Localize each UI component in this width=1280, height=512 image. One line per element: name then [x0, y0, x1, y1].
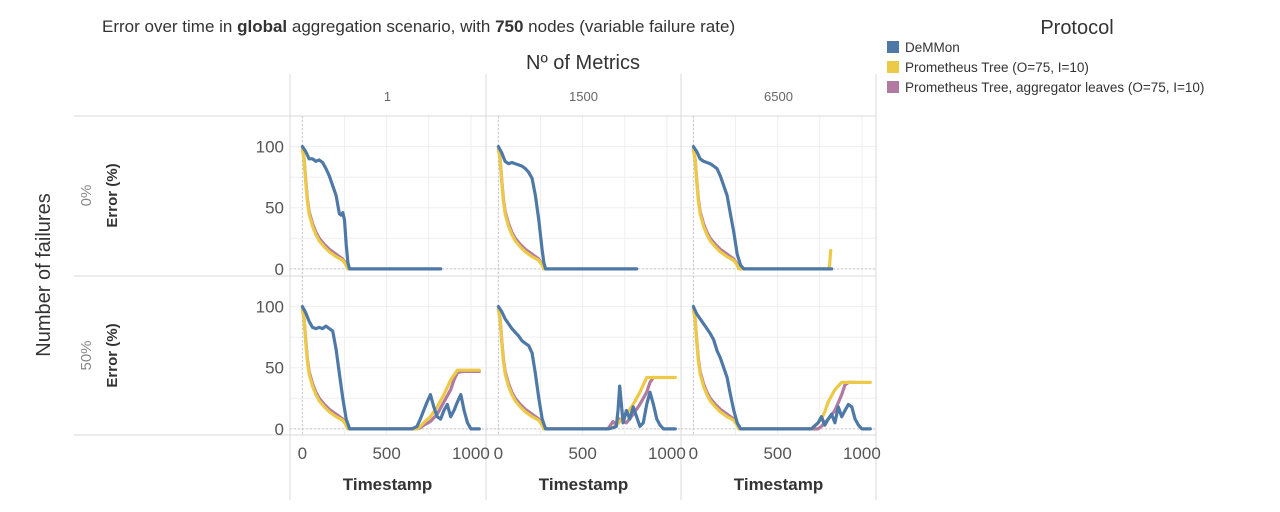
x-tick-label: 0: [689, 444, 698, 463]
x-axis-title: Timestamp: [343, 475, 432, 494]
x-tick-label: 1000: [452, 444, 490, 463]
y-tick-label: 0: [275, 260, 284, 279]
title-bold-nodes: 750: [495, 17, 524, 36]
y-tick-label: 100: [256, 298, 284, 317]
panel-background: [486, 276, 681, 435]
y-tick-label: 50: [265, 359, 284, 378]
series-line: [691, 305, 872, 431]
series-line: [300, 147, 352, 271]
legend-label: Prometheus Tree (O=75, I=10): [905, 60, 1089, 75]
title-suffix: nodes (variable failure rate): [523, 17, 736, 36]
panel-background: [290, 116, 485, 275]
series-line: [300, 305, 481, 431]
x-axis-title: Timestamp: [734, 475, 823, 494]
row-label: 50%: [78, 340, 95, 370]
series-line: [300, 145, 443, 271]
title-prefix: Error over time in: [102, 17, 238, 36]
column-header-title: Nº of Metrics: [526, 52, 640, 74]
legend-swatch: [887, 41, 899, 53]
legend-swatch: [887, 81, 899, 93]
x-tick-label: 500: [372, 444, 400, 463]
column-label: 1: [384, 89, 391, 104]
panel-background: [681, 116, 876, 275]
panel-background: [290, 276, 485, 435]
y-axis-title: Error (%): [104, 323, 121, 387]
legend-label: Prometheus Tree, aggregator leaves (O=75…: [905, 80, 1204, 95]
x-tick-label: 0: [494, 444, 503, 463]
x-tick-label: 1000: [648, 444, 686, 463]
series-line: [691, 145, 834, 271]
title-middle: aggregation scenario, with: [287, 17, 496, 36]
y-axis-title: Error (%): [104, 163, 121, 227]
x-tick-label: 0: [298, 444, 307, 463]
x-tick-label: 1000: [843, 444, 881, 463]
x-tick-label: 500: [763, 444, 791, 463]
row-label: 0%: [78, 185, 95, 207]
series-line: [496, 305, 677, 431]
y-tick-label: 50: [265, 199, 284, 218]
series-line: [496, 147, 548, 271]
legend-swatch: [887, 61, 899, 73]
row-header-title: Number of failures: [33, 193, 55, 356]
y-tick-label: 0: [275, 420, 284, 439]
x-axis-title: Timestamp: [539, 475, 628, 494]
legend-label: DeMMon: [905, 40, 960, 55]
panel-background: [681, 276, 876, 435]
y-tick-label: 100: [256, 138, 284, 157]
legend-title: Protocol: [1040, 17, 1113, 39]
column-label: 6500: [764, 89, 793, 104]
x-tick-label: 500: [568, 444, 596, 463]
panel-background: [486, 116, 681, 275]
chart-title: Error over time in global aggregation sc…: [102, 17, 735, 37]
series-line: [496, 145, 639, 271]
title-bold-global: global: [237, 17, 288, 36]
column-label: 1500: [569, 89, 598, 104]
